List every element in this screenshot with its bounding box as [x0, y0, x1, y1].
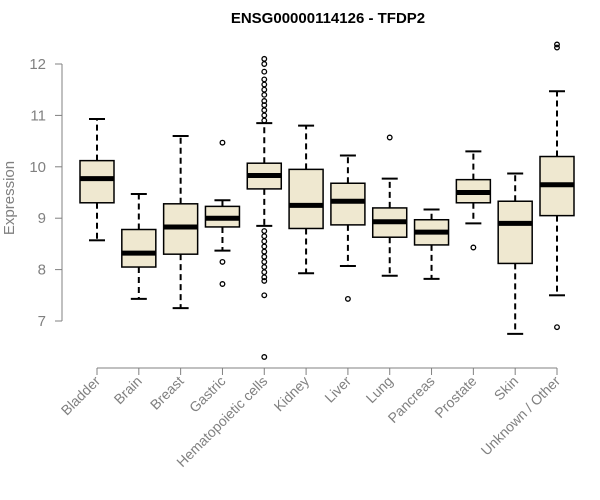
outlier-point	[261, 354, 268, 360]
y-tick-label: 12	[29, 56, 46, 73]
box-group-breast	[162, 134, 199, 310]
box-iqr	[497, 200, 533, 265]
box-group-brain	[121, 193, 157, 300]
outlier-point	[261, 269, 268, 276]
outlier-point	[261, 68, 268, 75]
box-group-unknown-other	[539, 41, 575, 331]
x-tick-label: Kidney	[271, 373, 313, 415]
y-tick-label: 9	[38, 210, 46, 227]
y-tick-label: 11	[30, 107, 46, 124]
outlier-point	[470, 244, 477, 251]
outlier-point	[219, 139, 226, 146]
chart-title: ENSG00000114126 - TFDP2	[231, 10, 425, 27]
outlier-point	[261, 274, 268, 281]
outlier-point	[261, 55, 268, 62]
outlier-point	[261, 248, 268, 255]
outlier-point	[261, 228, 268, 234]
outlier-point	[261, 91, 268, 98]
outlier-point	[261, 107, 268, 114]
box-group-gastric	[204, 139, 241, 287]
outlier-point	[261, 112, 268, 119]
box-group-pancreas	[413, 208, 450, 280]
y-tick-label: 10	[29, 159, 46, 176]
outlier-point	[261, 243, 268, 250]
outlier-point	[219, 258, 226, 265]
y-tick-label: 8	[38, 262, 46, 279]
box-iqr	[330, 182, 366, 226]
x-tick-label: Unknown / Other	[478, 373, 564, 459]
outlier-point	[261, 238, 268, 245]
outlier-point	[554, 44, 560, 51]
outlier-point	[261, 292, 268, 299]
outlier-point	[261, 117, 268, 124]
box-group-kidney	[288, 124, 324, 275]
x-tick-label: Bladder	[58, 373, 104, 419]
box-iqr	[288, 168, 324, 230]
boxes	[79, 41, 575, 360]
box-group-prostate	[455, 150, 492, 251]
x-tick-label: Prostate	[431, 373, 479, 421]
outlier-point	[261, 61, 268, 67]
outlier-point	[261, 86, 268, 93]
outlier-point	[261, 253, 268, 260]
outlier-point	[554, 324, 560, 331]
outlier-point	[261, 81, 268, 88]
box-group-hematopoietic-cells	[246, 55, 283, 360]
x-tick-label: Skin	[491, 373, 522, 404]
box-group-lung	[371, 134, 408, 277]
outlier-point	[261, 277, 268, 284]
y-axis-label: Expression	[1, 161, 18, 235]
x-tick-label: Liver	[321, 373, 354, 406]
box-group-liver	[330, 154, 366, 302]
outlier-point	[261, 264, 268, 270]
x-tick-label: Lung	[363, 373, 396, 406]
outlier-point	[344, 295, 351, 302]
x-tick-label: Brain	[111, 373, 145, 407]
outlier-point	[386, 134, 393, 141]
box-group-skin	[497, 172, 533, 335]
y-tick-label: 7	[38, 313, 46, 330]
y-ticks: 7 8 9 10 11 12	[29, 56, 62, 330]
box-iqr	[121, 228, 157, 268]
outlier-point	[554, 41, 560, 48]
outlier-point	[261, 258, 268, 265]
box-iqr	[79, 159, 115, 204]
box-group-bladder	[79, 117, 115, 242]
x-tick-label: Breast	[147, 373, 187, 413]
outlier-point	[219, 281, 226, 287]
outlier-point	[261, 233, 268, 240]
outlier-point	[261, 76, 268, 83]
